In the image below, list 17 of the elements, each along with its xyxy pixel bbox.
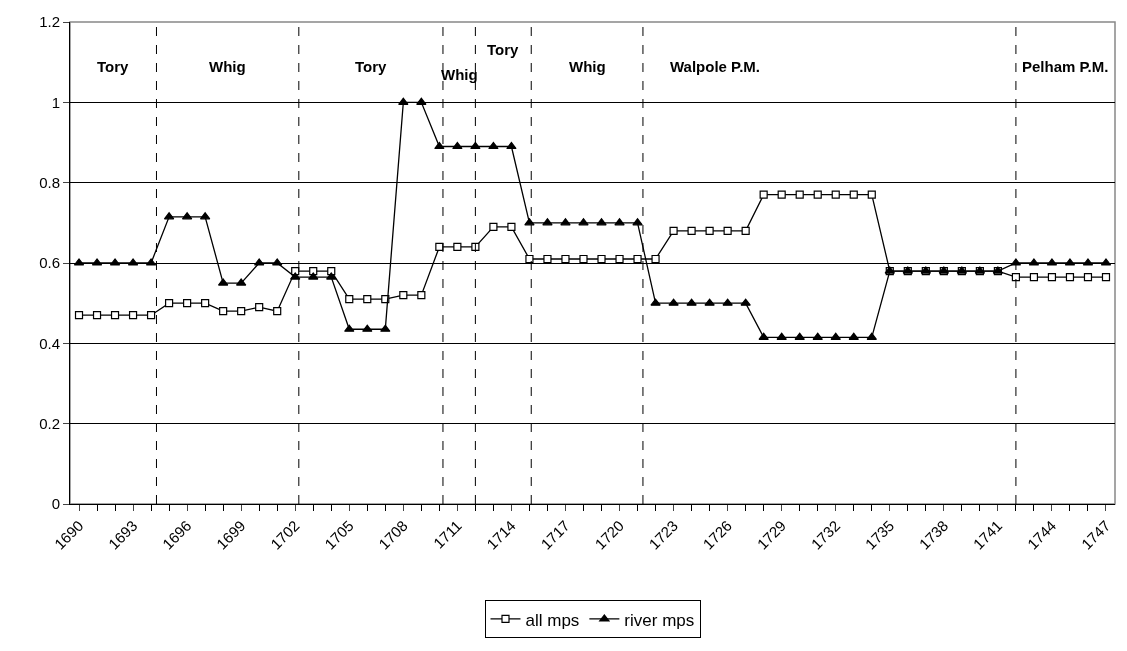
annotation: Whig: [441, 66, 478, 83]
y-tick-label: 0.6: [39, 254, 60, 272]
legend-label: all mps: [525, 610, 580, 630]
annotation: Tory: [97, 58, 130, 75]
y-tick-label: 0.4: [39, 334, 60, 352]
annotation: Whig: [209, 58, 246, 75]
y-tick-label: 1.2: [39, 13, 60, 31]
annotation: Tory: [355, 58, 388, 75]
legend-label: river mps: [624, 610, 695, 630]
y-tick-label: 1: [51, 93, 60, 111]
annotation: Tory: [487, 41, 520, 58]
y-tick-label: 0.8: [39, 173, 60, 191]
annotation: Whig: [569, 58, 606, 75]
annotation: Walpole P.M.: [670, 58, 761, 75]
y-tick-label: 0: [51, 495, 60, 513]
annotation: Pelham P.M.: [1022, 58, 1109, 75]
y-tick-label: 0.2: [39, 414, 60, 432]
